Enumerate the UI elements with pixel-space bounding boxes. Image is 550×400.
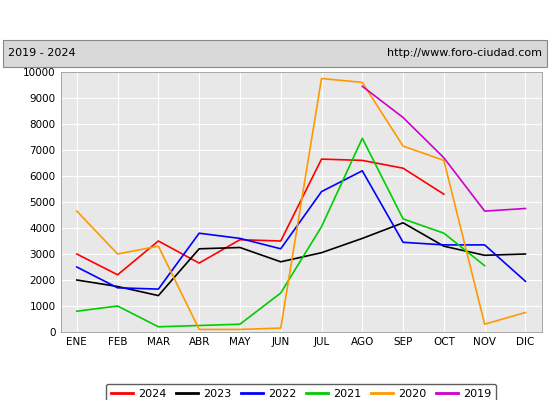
Legend: 2024, 2023, 2022, 2021, 2020, 2019: 2024, 2023, 2022, 2021, 2020, 2019 [106, 384, 496, 400]
Text: Evolucion Nº Turistas Nacionales en el municipio de La Iruela: Evolucion Nº Turistas Nacionales en el m… [72, 12, 478, 26]
Text: http://www.foro-ciudad.com: http://www.foro-ciudad.com [387, 48, 542, 58]
Text: 2019 - 2024: 2019 - 2024 [8, 48, 76, 58]
